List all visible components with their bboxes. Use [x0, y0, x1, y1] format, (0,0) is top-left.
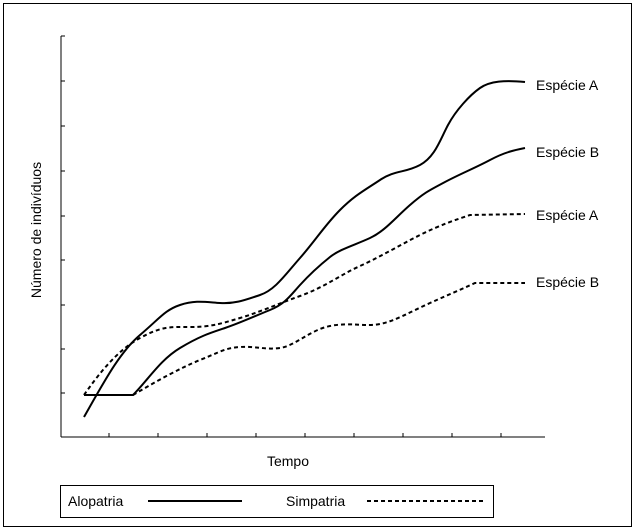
legend-label-alopatria: Alopatria [68, 493, 123, 509]
line-alopatria-especie-a [83, 80, 526, 418]
series-label-simpatria-especie-b: Espécie B [536, 274, 599, 290]
y-ticks [61, 35, 65, 394]
series-label-alopatria-especie-a: Espécie A [536, 77, 599, 93]
legend-label-simpatria: Simpatria [286, 493, 345, 509]
y-axis-title: Número de indivíduos [28, 162, 44, 298]
series-label-alopatria-especie-b: Espécie B [536, 144, 599, 160]
figure-frame [3, 3, 632, 527]
line-simpatria-especie-b [84, 282, 525, 396]
legend-content: Alopatria Simpatria [68, 493, 483, 509]
line-alopatria-especie-b [84, 147, 526, 396]
series-label-simpatria-especie-a: Espécie A [536, 207, 599, 223]
legend: Alopatria Simpatria [60, 485, 494, 518]
x-ticks [108, 433, 502, 437]
line-simpatria-especie-a [83, 213, 526, 396]
x-axis-title: Tempo [267, 453, 309, 469]
